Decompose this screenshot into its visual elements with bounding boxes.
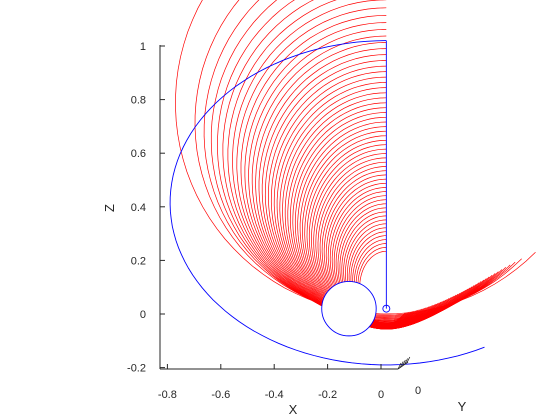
y-tick (402, 359, 406, 367)
y-tick (397, 362, 402, 370)
x-tick-label: -0.8 (158, 389, 177, 401)
boundary-layer (169, 40, 485, 366)
z-tick-label: 0.2 (131, 255, 146, 267)
inner-circle (321, 280, 377, 337)
marker-point (382, 304, 391, 313)
y-tick-label: 0 (415, 385, 421, 397)
z-tick-label: 0.8 (131, 95, 146, 107)
z-tick-label: 0.4 (131, 202, 146, 214)
y-tick (404, 358, 408, 365)
z-tick-label: 0.6 (131, 148, 146, 160)
field-lines-layer (175, 0, 536, 330)
x-tick-label: 0 (378, 389, 384, 401)
x-tick-label: -0.6 (211, 389, 230, 401)
y-axis-label: Y (458, 399, 467, 414)
z-axis-label: Z (102, 204, 117, 212)
outer-boundary (169, 40, 485, 366)
field-line (227, 0, 499, 320)
z-tick-label: -0.2 (127, 363, 146, 375)
axes-layer: -0.2 0 0.2 0.4 0.6 0.8 1 -0.8 -0.6 -0.4 -0.2 0 0 (127, 41, 421, 401)
z-tick-label: 1 (140, 41, 146, 53)
y-tick (399, 361, 404, 368)
x-tick-label: -0.4 (265, 389, 284, 401)
x-axis-label: X (289, 402, 298, 417)
field-line (203, 0, 516, 317)
z-tick-label: 0 (140, 309, 146, 321)
y-tick (406, 356, 411, 364)
labels-layer: X Y Z (102, 204, 467, 417)
x-tick-label: -0.2 (318, 389, 337, 401)
